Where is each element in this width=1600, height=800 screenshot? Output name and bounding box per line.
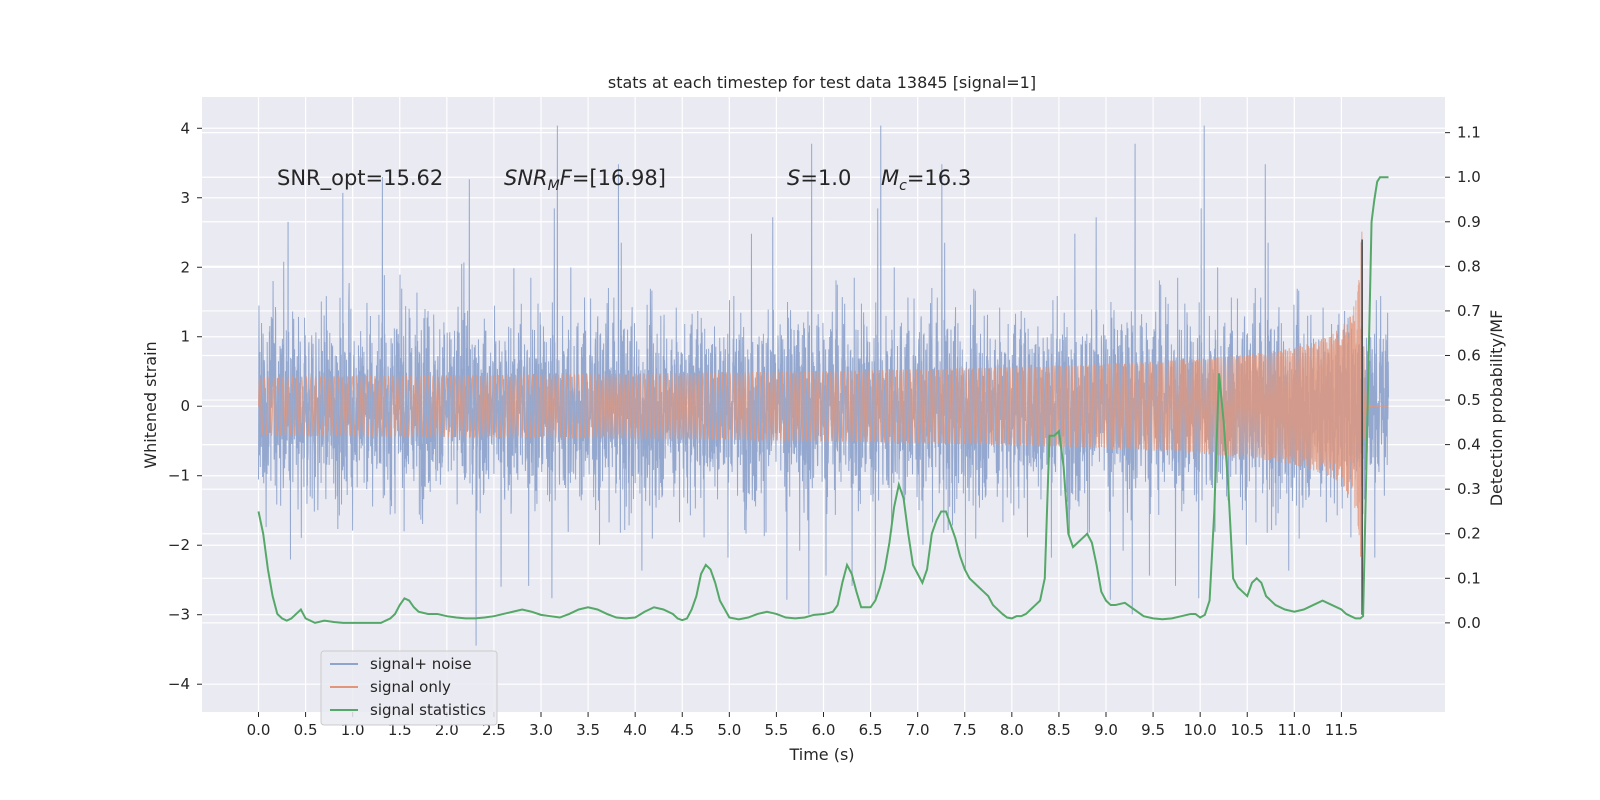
y-left-tick-label: −4 bbox=[168, 675, 190, 693]
x-tick-label: 11.0 bbox=[1278, 721, 1311, 739]
signal-statistics-line bbox=[257, 176, 1389, 624]
legend-label-signal-only: signal only bbox=[370, 678, 451, 696]
y-right-tick-label: 0.0 bbox=[1457, 614, 1481, 632]
y-left-tick-label: 2 bbox=[180, 258, 190, 276]
x-tick-label: 8.0 bbox=[1000, 721, 1024, 739]
x-tick-label: 6.0 bbox=[812, 721, 836, 739]
x-tick-label: 0.0 bbox=[247, 721, 271, 739]
y-right-tick-label: 0.7 bbox=[1457, 302, 1481, 320]
legend-label-signal-noise: signal+ noise bbox=[370, 655, 472, 673]
x-tick-label: 11.5 bbox=[1325, 721, 1358, 739]
x-tick-label: 10.5 bbox=[1231, 721, 1264, 739]
annotation-s: S=1.0 bbox=[787, 166, 851, 190]
annotation-snr-mf: SNRMF=[16.98] bbox=[504, 166, 666, 194]
y-left-tick-label: 3 bbox=[180, 189, 190, 207]
x-tick-label: 3.0 bbox=[529, 721, 553, 739]
y-axis-left-label: Whitened strain bbox=[141, 341, 160, 468]
x-tick-label: 4.0 bbox=[623, 721, 647, 739]
series-signal-only bbox=[258, 231, 1389, 615]
annotation-snr-opt: SNR_opt=15.62 bbox=[277, 166, 443, 191]
x-tick-label: 8.5 bbox=[1047, 721, 1071, 739]
y-right-tick-label: 1.0 bbox=[1457, 168, 1481, 186]
x-tick-label: 6.5 bbox=[859, 721, 883, 739]
y-axis-right-label: Detection probability/MF bbox=[1487, 310, 1506, 507]
y-left-tick-label: 1 bbox=[180, 328, 190, 346]
annotation-mc: Mc=16.3 bbox=[881, 166, 971, 194]
y-right-tick-label: 0.5 bbox=[1457, 391, 1481, 409]
legend-label-signal-statistics: signal statistics bbox=[370, 701, 486, 719]
x-tick-label: 9.5 bbox=[1141, 721, 1165, 739]
y-left-tick-label: −3 bbox=[168, 606, 190, 624]
y-left-tick-label: 4 bbox=[180, 119, 190, 137]
y-right-tick-label: 0.9 bbox=[1457, 213, 1481, 231]
y-right-tick-label: 0.4 bbox=[1457, 436, 1481, 454]
y-axis-right-ticks: 0.0 0.1 0.2 0.3 0.4 0.5 0.6 0.7 0.8 0.9 1.0 1.1 bbox=[1445, 124, 1481, 632]
y-left-tick-label: −1 bbox=[168, 467, 190, 485]
y-right-tick-label: 0.6 bbox=[1457, 346, 1481, 364]
x-tick-label: 0.5 bbox=[294, 721, 318, 739]
x-tick-label: 7.0 bbox=[906, 721, 930, 739]
x-tick-label: 9.0 bbox=[1094, 721, 1118, 739]
y-right-tick-label: 0.8 bbox=[1457, 257, 1481, 275]
signal-only-line bbox=[258, 231, 1389, 557]
y-right-tick-label: 0.3 bbox=[1457, 480, 1481, 498]
x-tick-label: 7.5 bbox=[953, 721, 977, 739]
x-axis-label: Time (s) bbox=[788, 745, 854, 764]
y-axis-left-ticks: −4 −3 −2 −1 0 1 2 3 4 bbox=[168, 119, 202, 693]
legend: signal+ noise signal only signal statist… bbox=[320, 650, 498, 726]
x-axis-ticks: 0.0 0.5 1.0 1.5 2.0 2.5 3.0 3.5 4.0 4.5 5.0 5.5 6.0 6… bbox=[247, 712, 1358, 739]
x-tick-label: 3.5 bbox=[576, 721, 600, 739]
y-right-tick-label: 0.2 bbox=[1457, 525, 1481, 543]
chart-title: stats at each timestep for test data 138… bbox=[608, 73, 1036, 92]
x-tick-label: 5.0 bbox=[717, 721, 741, 739]
x-tick-label: 5.5 bbox=[764, 721, 788, 739]
y-left-tick-label: −2 bbox=[168, 536, 190, 554]
y-right-tick-label: 0.1 bbox=[1457, 569, 1481, 587]
x-tick-label: 4.5 bbox=[670, 721, 694, 739]
y-right-tick-label: 1.1 bbox=[1457, 124, 1481, 142]
series-signal-statistics bbox=[257, 176, 1389, 624]
x-tick-label: 10.0 bbox=[1183, 721, 1216, 739]
y-left-tick-label: 0 bbox=[180, 397, 190, 415]
